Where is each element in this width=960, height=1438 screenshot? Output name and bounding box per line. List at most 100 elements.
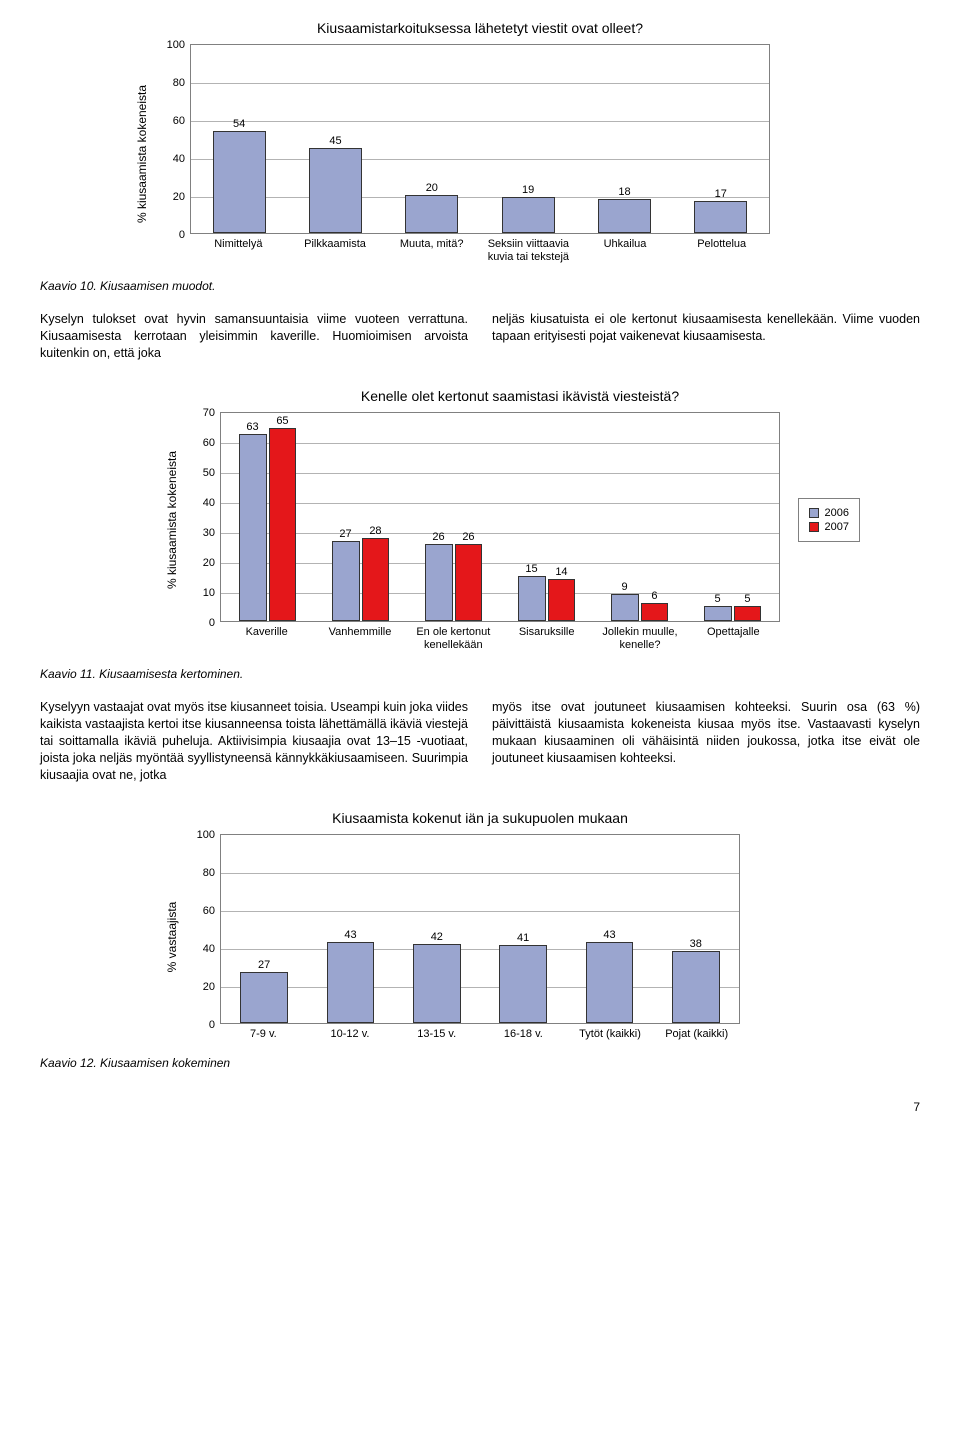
y-tick-label: 60: [203, 905, 221, 917]
bar-slot: 1514: [500, 413, 593, 621]
x-label: 7-9 v.: [220, 1028, 307, 1041]
bar: 43: [327, 942, 374, 1023]
x-label: 10-12 v.: [307, 1028, 394, 1041]
chart1-xlabels: NimittelyäPilkkaamistaMuuta, mitä?Seksii…: [190, 238, 770, 263]
legend-label: 2007: [825, 521, 849, 533]
x-label: 13-15 v.: [393, 1028, 480, 1041]
legend-item: 2007: [809, 521, 849, 533]
bar-value-label: 17: [715, 188, 727, 200]
bar-value-label: 28: [369, 525, 381, 537]
y-tick-label: 60: [203, 437, 221, 449]
chart2-plot: 01020304050607063652728262615149655: [220, 412, 780, 622]
chart2-legend: 2006 2007: [798, 498, 860, 542]
bar: 41: [499, 945, 546, 1022]
para1-right: neljäs kiusatuista ei ole kertonut kiusa…: [492, 311, 920, 362]
chart3-ylabel: % vastaajista: [165, 902, 179, 973]
legend-item: 2006: [809, 507, 849, 519]
bar-slot: 45: [287, 45, 383, 233]
bar: 54: [213, 131, 266, 233]
legend-swatch: [809, 508, 819, 518]
bar-value-label: 5: [744, 593, 750, 605]
x-label: Seksiin viittaavia kuvia tai tekstejä: [480, 238, 577, 263]
bar-slot: 17: [673, 45, 769, 233]
y-tick-label: 80: [203, 867, 221, 879]
caption-2: Kaavio 11. Kiusaamisesta kertominen.: [40, 667, 920, 681]
bar-value-label: 63: [246, 421, 258, 433]
caption-1: Kaavio 10. Kiusaamisen muodot.: [40, 279, 920, 293]
bar-value-label: 18: [618, 186, 630, 198]
bar-value-label: 26: [462, 531, 474, 543]
y-tick-label: 10: [203, 587, 221, 599]
y-tick-label: 20: [203, 557, 221, 569]
bar-value-label: 65: [276, 415, 288, 427]
bar-value-label: 38: [690, 938, 702, 950]
x-label: Kaverille: [220, 626, 313, 651]
bar-value-label: 43: [344, 929, 356, 941]
chart2-xlabels: KaverilleVanhemmilleEn ole kertonut kene…: [220, 626, 780, 651]
bar-value-label: 5: [714, 593, 720, 605]
bar-value-label: 14: [555, 566, 567, 578]
bar-slot: 6365: [221, 413, 314, 621]
x-label: Muuta, mitä?: [383, 238, 480, 263]
bar-value-label: 43: [603, 929, 615, 941]
chart3-wrap: % vastaajista 020406080100274342414338 7…: [40, 834, 920, 1041]
bar-value-label: 42: [431, 931, 443, 943]
legend-swatch: [809, 522, 819, 532]
bar-value-label: 19: [522, 184, 534, 196]
y-tick-label: 100: [197, 829, 221, 841]
y-tick-label: 100: [167, 39, 191, 51]
bar-slot: 38: [653, 835, 739, 1023]
chart1-wrap: % kiusaamista kokeneista 020406080100544…: [40, 44, 920, 263]
bar-value-label: 45: [329, 135, 341, 147]
y-tick-label: 20: [173, 191, 191, 203]
bar: 27: [332, 541, 360, 621]
y-tick-label: 0: [209, 617, 221, 629]
bar: 63: [239, 434, 267, 621]
x-label: Opettajalle: [687, 626, 780, 651]
y-tick-label: 0: [179, 229, 191, 241]
chart1-title: Kiusaamistarkoituksessa lähetetyt viesti…: [40, 20, 920, 36]
chart1-plot: 020406080100544520191817: [190, 44, 770, 234]
bar: 17: [694, 201, 747, 233]
chart2-ylabel: % kiusaamista kokeneista: [165, 451, 179, 589]
x-label: Pojat (kaikki): [653, 1028, 740, 1041]
bar: 19: [502, 197, 555, 233]
y-tick-label: 40: [203, 943, 221, 955]
chart2-title: Kenelle olet kertonut saamistasi ikävist…: [260, 388, 780, 404]
bar: 43: [586, 942, 633, 1023]
bar-value-label: 54: [233, 118, 245, 130]
bar: 14: [548, 579, 576, 621]
paragraph-block-2: Kyselyyn vastaajat ovat myös itse kiusan…: [40, 699, 920, 783]
bar-value-label: 9: [621, 581, 627, 593]
bar: 28: [362, 538, 390, 621]
y-tick-label: 30: [203, 527, 221, 539]
y-tick-label: 20: [203, 981, 221, 993]
bar-value-label: 27: [258, 959, 270, 971]
bar-slot: 43: [566, 835, 652, 1023]
bar: 18: [598, 199, 651, 233]
y-tick-label: 60: [173, 115, 191, 127]
x-label: Vanhemmille: [313, 626, 406, 651]
chart3-xlabels: 7-9 v.10-12 v.13-15 v.16-18 v.Tytöt (kai…: [220, 1028, 740, 1041]
bar: 26: [455, 544, 483, 621]
chart2: Kenelle olet kertonut saamistasi ikävist…: [220, 388, 780, 651]
bar: 20: [405, 195, 458, 233]
bar: 26: [425, 544, 453, 621]
x-label: Tytöt (kaikki): [567, 1028, 654, 1041]
chart3-title: Kiusaamista kokenut iän ja sukupuolen mu…: [40, 810, 920, 826]
bar-slot: 19: [480, 45, 576, 233]
para2-left: Kyselyyn vastaajat ovat myös itse kiusan…: [40, 699, 468, 783]
bar-slot: 20: [384, 45, 480, 233]
chart1: % kiusaamista kokeneista 020406080100544…: [190, 44, 770, 263]
para2-right: myös itse ovat joutuneet kiusaamisen koh…: [492, 699, 920, 783]
bar-slot: 41: [480, 835, 566, 1023]
bar: 65: [269, 428, 297, 621]
bar-value-label: 26: [432, 531, 444, 543]
bar-slot: 2728: [314, 413, 407, 621]
bar-slot: 42: [394, 835, 480, 1023]
bar: 6: [641, 603, 669, 621]
x-label: Sisaruksille: [500, 626, 593, 651]
para1-left: Kyselyn tulokset ovat hyvin samansuuntai…: [40, 311, 468, 362]
bar-value-label: 41: [517, 932, 529, 944]
bar: 5: [704, 606, 732, 621]
